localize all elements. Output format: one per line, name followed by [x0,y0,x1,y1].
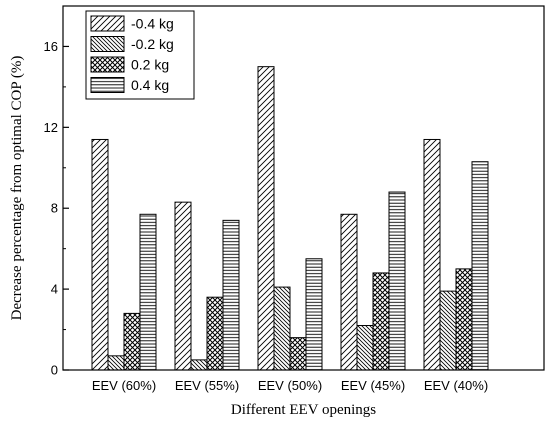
bar [305,258,323,371]
bar [273,286,291,371]
bar [123,312,141,371]
y-tick-label: 8 [51,201,58,216]
legend-label: 0.4 kg [131,77,169,93]
bar [455,268,473,371]
bar [139,213,157,371]
y-tick-label: 0 [51,363,58,378]
x-axis-label: Different EEV openings [231,402,376,418]
legend-swatch [90,77,125,93]
x-tick-label: EEV (50%) [258,378,322,393]
bar [439,290,457,371]
bar [174,201,192,371]
bar [471,161,489,371]
x-tick-label: EEV (60%) [92,378,156,393]
x-tick-label: EEV (55%) [175,378,239,393]
bar [206,296,224,371]
x-tick-label: EEV (45%) [341,378,405,393]
bar [257,66,275,371]
legend-swatch [90,56,125,73]
bars [91,66,489,371]
legend-label: -0.4 kg [131,16,174,32]
plot-frame [62,5,545,371]
y-axis-label: Decrease percentage from optimal COP (%) [9,56,25,321]
bar [340,213,358,371]
bar [190,359,208,371]
bar [388,191,406,371]
bar [423,138,441,371]
bar [222,219,240,371]
legend: -0.4 kg -0.2 kg 0.2 kg 0.4 kg [85,10,195,100]
bar [107,355,125,371]
y-tick-label: 12 [44,120,58,135]
bar [356,325,374,371]
x-axis-ticks: EEV (60%) EEV (55%) EEV (50%) EEV (45%) EEV … [92,364,488,393]
bar [91,138,109,371]
y-axis-ticks: 0 4 8 12 16 [44,39,69,378]
y-tick-label: 4 [51,282,58,297]
bar [372,272,390,371]
legend-label: 0.2 kg [131,57,169,73]
y-tick-label: 16 [44,39,58,54]
legend-swatch [90,15,125,32]
legend-label: -0.2 kg [131,36,174,52]
legend-swatch [90,36,125,52]
bar [289,337,307,371]
x-tick-label: EEV (40%) [424,378,488,393]
